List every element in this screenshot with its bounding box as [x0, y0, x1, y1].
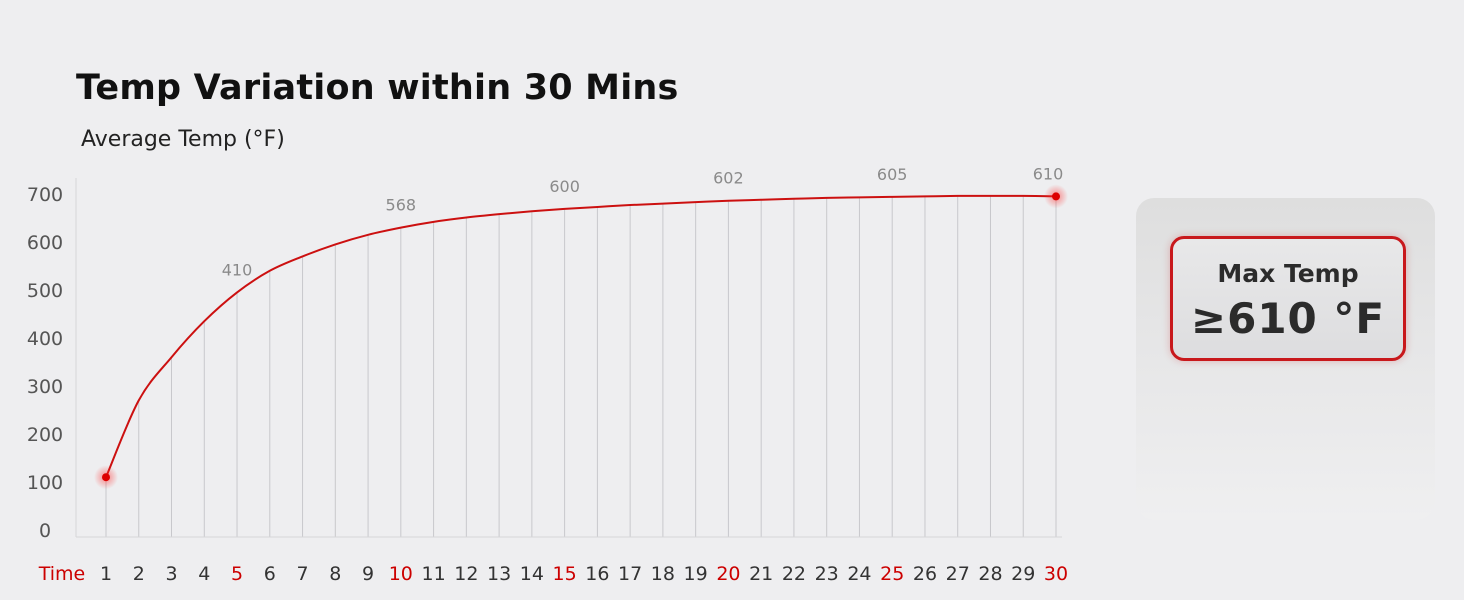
- x-tick-label: 10: [389, 563, 413, 585]
- x-tick-label: 12: [454, 563, 478, 585]
- y-tick-label: 400: [27, 328, 63, 350]
- x-tick-label: 16: [585, 563, 609, 585]
- data-point: [102, 473, 110, 482]
- data-label: 602: [713, 169, 744, 188]
- x-tick-label: 19: [684, 563, 708, 585]
- x-tick-label: 13: [487, 563, 511, 585]
- y-tick-label: 500: [27, 280, 63, 302]
- x-tick-label: 24: [847, 563, 871, 585]
- x-tick-label: 7: [297, 563, 309, 585]
- x-tick-label: 25: [880, 563, 904, 585]
- y-tick-label: 700: [27, 184, 63, 206]
- x-tick-label: 30: [1044, 563, 1068, 585]
- x-tick-label: 2: [133, 563, 145, 585]
- x-tick-label: 17: [618, 563, 642, 585]
- x-tick-label: 3: [165, 563, 177, 585]
- chart-title: Temp Variation within 30 Mins: [76, 68, 679, 108]
- data-label: 600: [549, 177, 580, 196]
- data-label: 610: [1033, 164, 1064, 183]
- x-tick-label: 18: [651, 563, 675, 585]
- x-tick-label: 22: [782, 563, 806, 585]
- y-tick-label: 0: [39, 520, 51, 542]
- max-temp-label: Max Temp: [1217, 259, 1359, 288]
- y-tick-label: 200: [27, 424, 63, 446]
- x-tick-label: 23: [815, 563, 839, 585]
- x-tick-label: 21: [749, 563, 773, 585]
- max-temp-box: Max Temp ≥610 °F: [1170, 236, 1406, 361]
- x-tick-label: 1: [100, 563, 112, 585]
- x-tick-label: 5: [231, 563, 243, 585]
- x-tick-label: 8: [329, 563, 341, 585]
- y-tick-label: 100: [27, 472, 63, 494]
- data-label: 410: [222, 260, 253, 279]
- y-axis-label: Average Temp (°F): [81, 127, 285, 152]
- y-tick-label: 300: [27, 376, 63, 398]
- x-tick-label: 11: [421, 563, 445, 585]
- temperature-line: [105, 194, 1057, 478]
- data-label: 605: [877, 165, 908, 184]
- x-tick-label: 20: [716, 563, 740, 585]
- x-axis-title: Time: [38, 563, 86, 585]
- x-tick-label: 14: [520, 563, 544, 585]
- x-tick-label: 27: [946, 563, 970, 585]
- x-tick-label: 4: [198, 563, 210, 585]
- x-tick-label: 28: [978, 563, 1002, 585]
- data-point: [1052, 192, 1060, 201]
- max-temp-value: ≥610 °F: [1190, 294, 1386, 343]
- x-tick-label: 9: [362, 563, 374, 585]
- data-label: 568: [386, 196, 417, 215]
- x-tick-label: 15: [553, 563, 577, 585]
- x-tick-label: 6: [264, 563, 276, 585]
- x-tick-label: 29: [1011, 563, 1035, 585]
- x-tick-label: 26: [913, 563, 937, 585]
- y-tick-label: 600: [27, 232, 63, 254]
